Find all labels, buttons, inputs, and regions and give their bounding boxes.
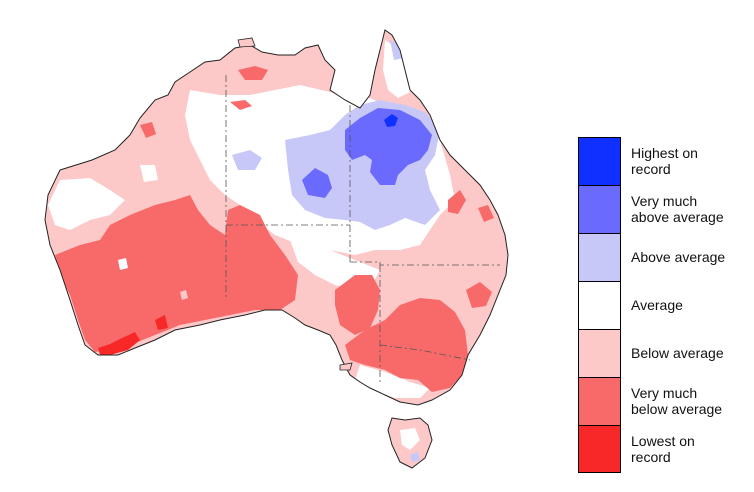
region-very-below-east <box>448 190 466 214</box>
region-average-west <box>48 178 125 230</box>
region-very-above-qld <box>345 108 432 185</box>
legend-label: Highest on record <box>631 145 698 177</box>
region-average-cape <box>383 40 410 98</box>
tasmania <box>387 417 433 469</box>
legend-item: Very much below average <box>578 377 748 425</box>
region-lowest-sw <box>98 332 140 355</box>
island-melville <box>237 37 256 48</box>
tasmania-above <box>410 452 420 462</box>
island-kangaroo <box>339 362 353 371</box>
legend-swatch <box>578 137 621 185</box>
region-very-below-sa <box>335 275 380 335</box>
legend: Highest on record Very much above average… <box>578 137 748 473</box>
australia-map <box>44 29 509 469</box>
region-very-below-west <box>140 122 156 138</box>
region-very-below-nt2 <box>230 100 252 110</box>
border-sa-qld <box>350 261 500 266</box>
legend-swatch <box>578 377 621 425</box>
legend-swatch <box>578 185 621 233</box>
legend-label: Very much below average <box>631 385 723 417</box>
tasmania-average <box>400 428 420 450</box>
legend-label: Average <box>631 297 683 313</box>
region-above-small <box>232 150 262 170</box>
legend-swatch <box>578 233 621 281</box>
legend-label: Below average <box>631 345 724 361</box>
legend-swatch <box>578 329 621 377</box>
legend-label: Very much above average <box>631 193 724 225</box>
legend-label: Above average <box>631 249 726 265</box>
state-borders <box>225 75 500 385</box>
legend-item: Very much above average <box>578 185 748 233</box>
legend-item: Below average <box>578 329 748 377</box>
region-very-below-nt <box>238 66 268 80</box>
border-nsw-vic <box>379 344 471 361</box>
region-lowest-sw2 <box>155 315 168 330</box>
legend-item: Above average <box>578 233 748 281</box>
legend-swatch <box>578 425 621 473</box>
region-hole-2 <box>140 165 158 182</box>
region-hole-1 <box>180 290 188 300</box>
region-very-below-wa <box>55 195 298 352</box>
region-hole-3 <box>118 258 128 270</box>
legend-item: Lowest on record <box>578 425 748 473</box>
region-highest-qld <box>384 114 398 127</box>
region-very-below-vic-nsw <box>345 298 468 392</box>
region-very-below-east3 <box>466 282 492 308</box>
legend-swatch <box>578 281 621 329</box>
legend-label: Lowest on record <box>631 433 695 465</box>
region-very-below-east2 <box>478 205 494 222</box>
legend-item: Average <box>578 281 748 329</box>
legend-item: Highest on record <box>578 137 748 185</box>
region-very-above-west <box>302 168 332 198</box>
